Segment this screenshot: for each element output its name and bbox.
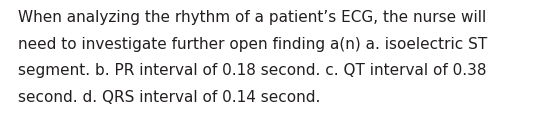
Text: segment. b. PR interval of 0.18 second. c. QT interval of 0.38: segment. b. PR interval of 0.18 second. … [18, 63, 487, 78]
Text: second. d. QRS interval of 0.14 second.: second. d. QRS interval of 0.14 second. [18, 89, 320, 104]
Text: When analyzing the rhythm of a patient’s ECG, the nurse will: When analyzing the rhythm of a patient’s… [18, 10, 486, 25]
Text: need to investigate further open finding a(n) a. isoelectric ST: need to investigate further open finding… [18, 37, 487, 52]
